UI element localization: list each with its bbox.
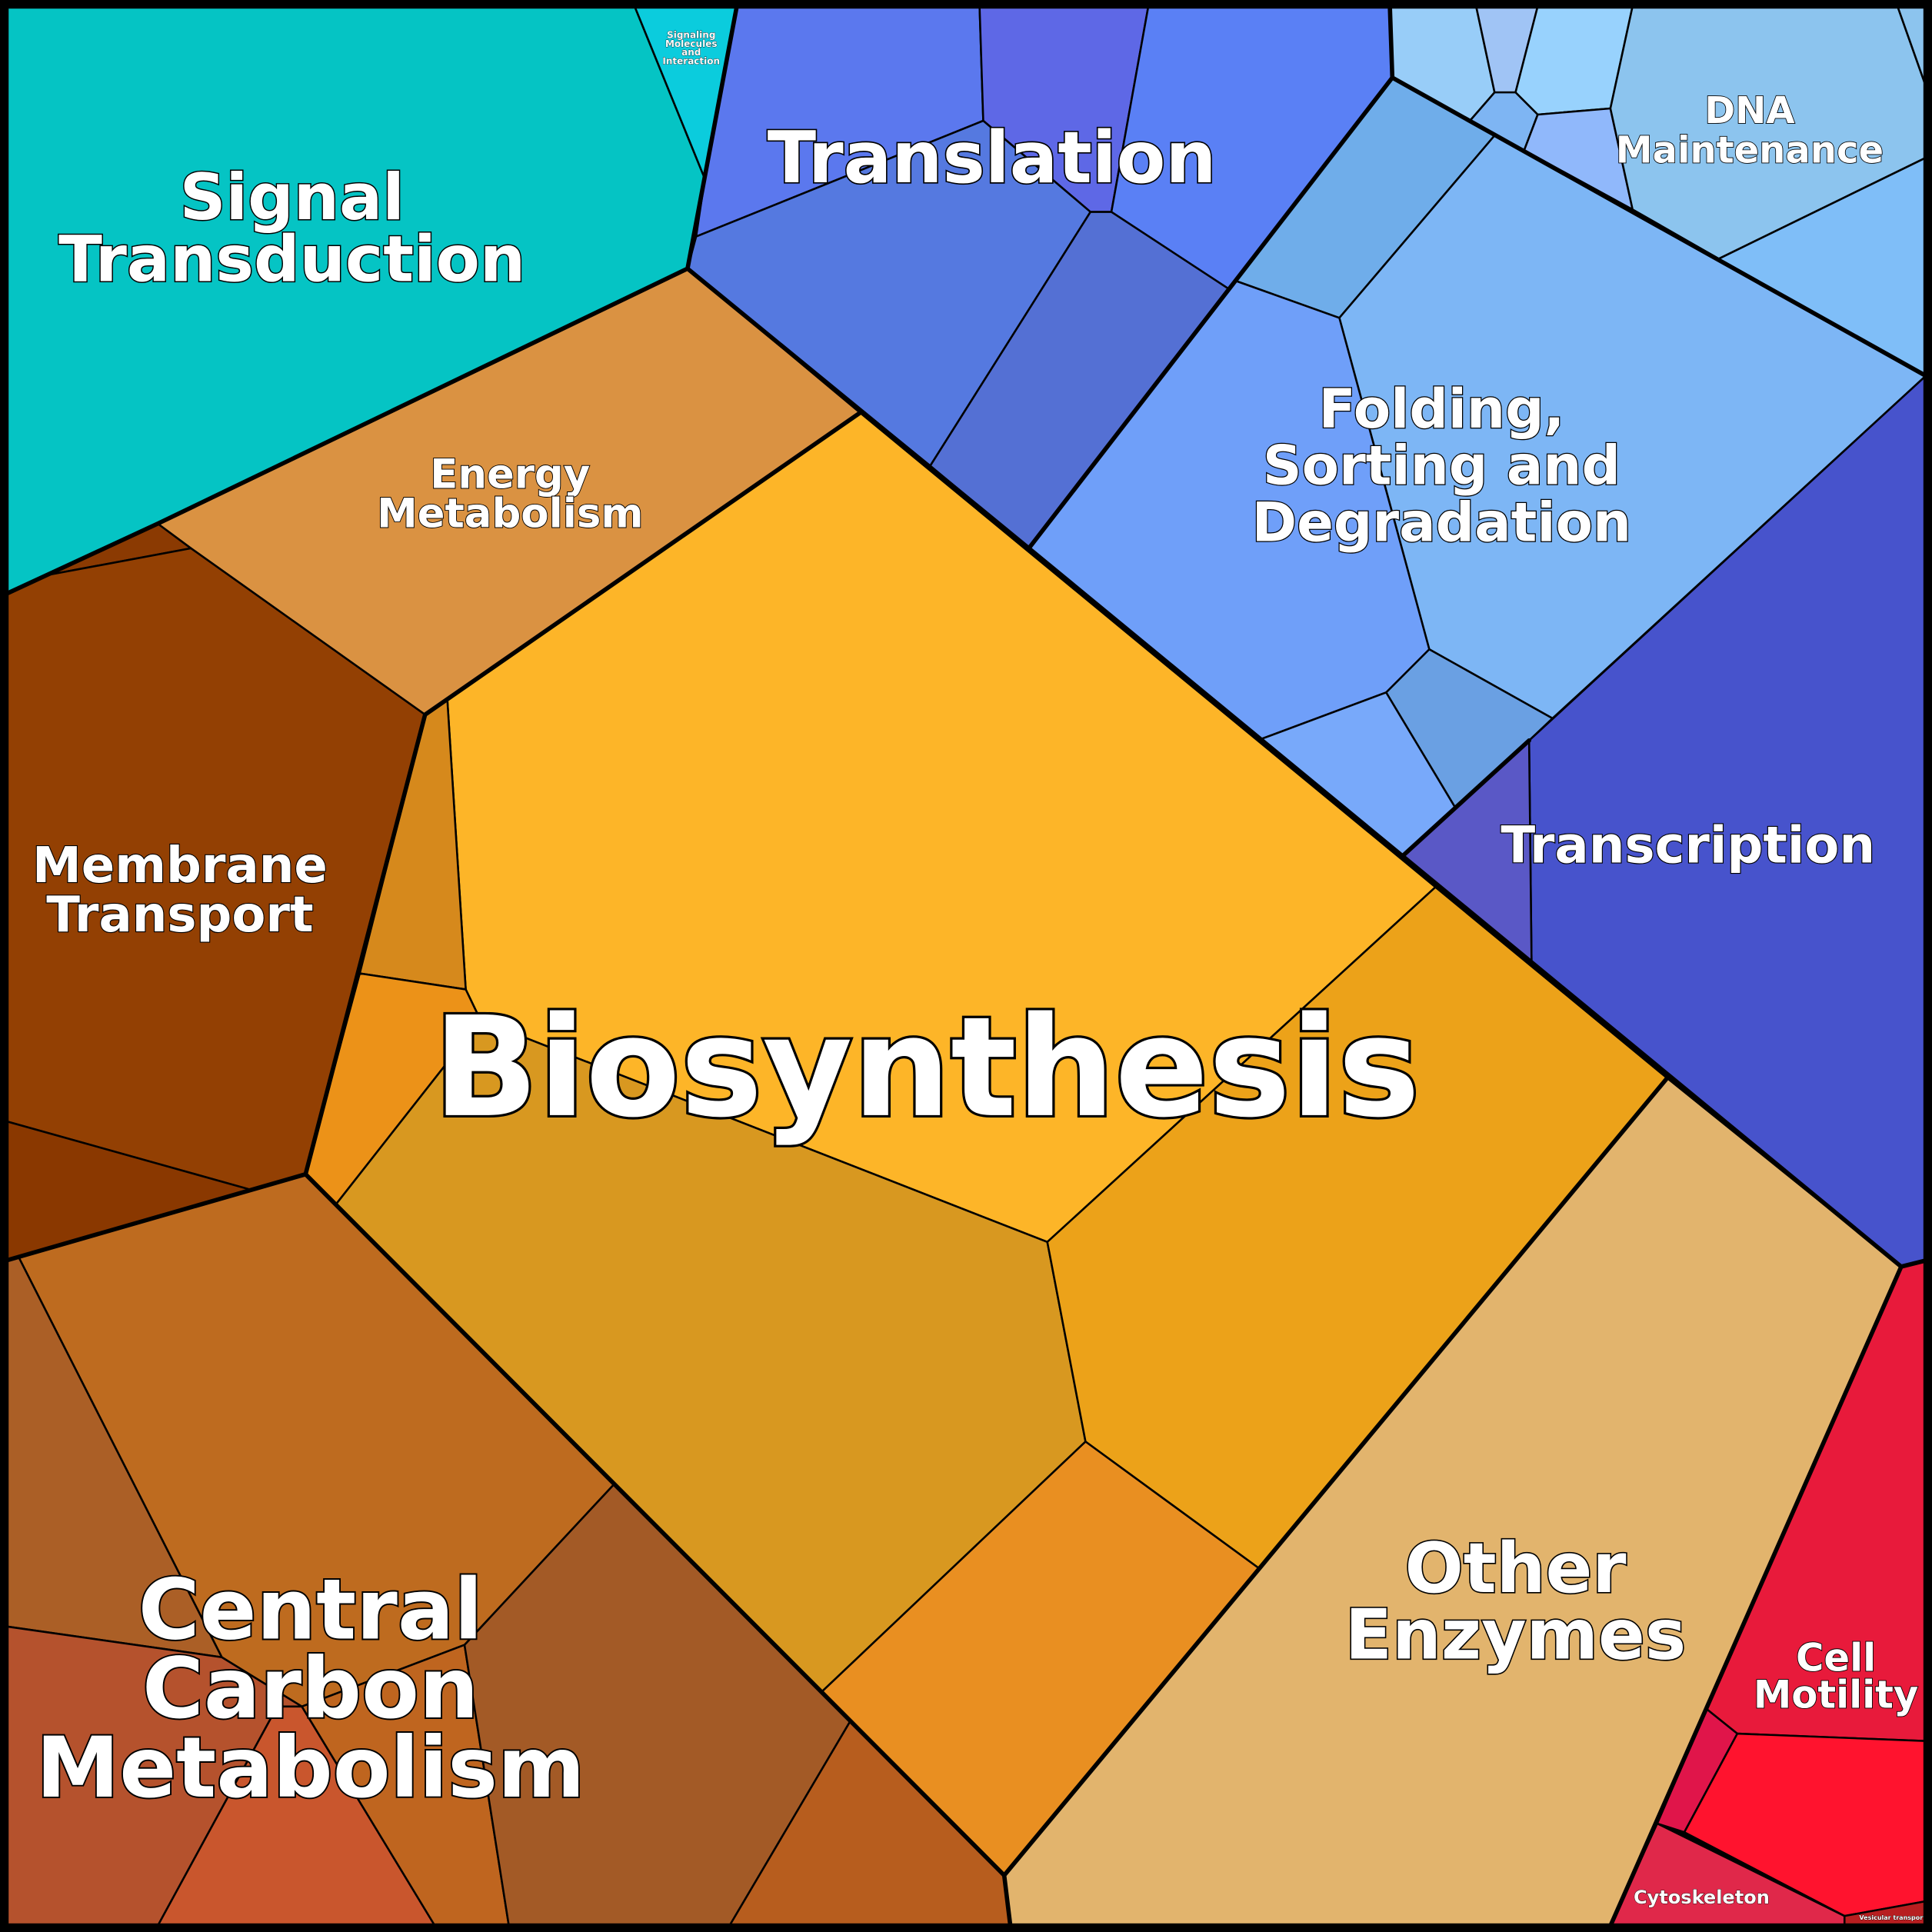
folding-label-line: Degradation [1252, 491, 1631, 554]
dna-label-line: Maintenance [1616, 128, 1884, 172]
group-border [1390, 75, 1928, 378]
central-label-line: Carbon [142, 1640, 479, 1737]
central-label-line: Metabolism [36, 1719, 585, 1817]
translation-label: Translation [768, 116, 1217, 199]
signal-label-line: Signal [180, 160, 405, 235]
cytoskeleton-label-line: Cytoskeleton [1634, 1887, 1770, 1908]
membrane-label-line: Transport [46, 887, 313, 944]
group-border [4, 4, 739, 596]
vesicular-label: Vesicular transport [1859, 1914, 1926, 1921]
biosynthesis-label: Biosynthesis [433, 988, 1420, 1148]
energy-label: Energy Metabolism [377, 451, 643, 537]
folding-label-line: Sorting and [1263, 435, 1621, 498]
group-border [1608, 1264, 1904, 1928]
central-label-line: Central [138, 1561, 483, 1659]
folding-label: Folding, Sorting and Degradation [1252, 378, 1631, 554]
energy-label-line: Energy [430, 451, 590, 498]
transcription-label: Transcription [1501, 816, 1875, 874]
signal-label-line: Transduction [58, 222, 525, 296]
dna-label-line: DNA [1704, 89, 1794, 132]
group-border [685, 4, 1395, 551]
signaling-label: Signaling Molecules and Interaction [662, 30, 720, 67]
signaling-label-line: Molecules [665, 38, 718, 49]
group-border [1400, 738, 1531, 859]
signaling-label-line: Signaling [667, 30, 715, 41]
biosynthesis-label-line: Biosynthesis [433, 988, 1420, 1148]
transcription-label-line: Transcription [1501, 816, 1875, 874]
other-label: Other Enzymes [1345, 1529, 1687, 1676]
central-label: Central Carbon Metabolism [36, 1561, 585, 1817]
other-label-line: Other [1404, 1529, 1626, 1609]
membrane-label-line: Membrane [32, 838, 328, 894]
signal-label: Signal Transduction [58, 160, 525, 296]
motility-label: Cell Motility [1754, 1635, 1918, 1717]
membrane-label: Membrane Transport [32, 838, 328, 944]
motility-label-line: Motility [1754, 1672, 1918, 1717]
folding-label-line: Folding, [1318, 378, 1564, 441]
vesicular-label-line: Vesicular transport [1859, 1914, 1926, 1921]
dna-label: DNA Maintenance [1616, 89, 1884, 172]
energy-label-line: Metabolism [377, 491, 643, 538]
other-label-line: Enzymes [1345, 1595, 1687, 1675]
cytoskeleton-label: Cytoskeleton [1634, 1887, 1770, 1908]
group-border [4, 410, 863, 1263]
translation-label-line: Translation [768, 116, 1217, 199]
signaling-label-line: Interaction [662, 55, 720, 66]
motility-label-line: Cell [1796, 1635, 1876, 1680]
signaling-label-line: and [681, 47, 701, 58]
group-border [303, 1171, 1007, 1878]
